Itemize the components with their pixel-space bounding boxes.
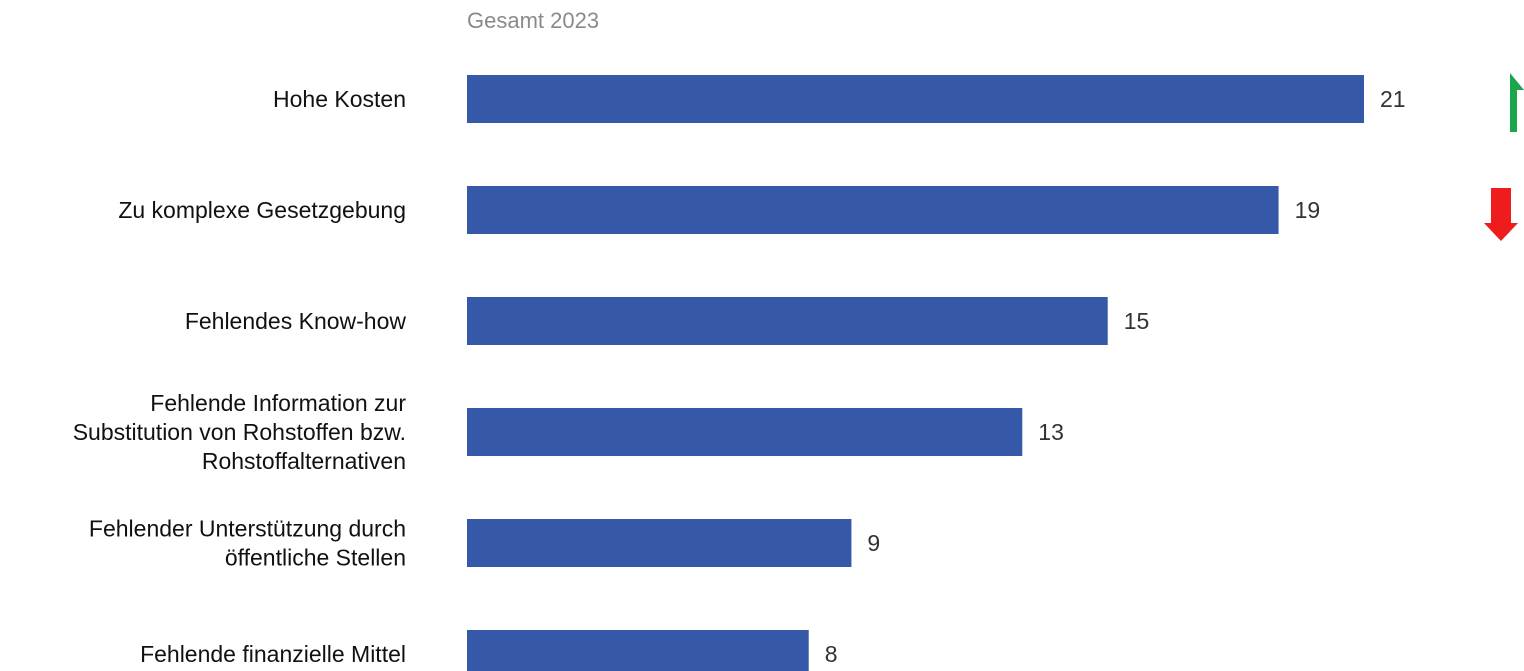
bar — [467, 297, 1108, 345]
bar — [467, 519, 852, 567]
category-labels-group: Hohe Kosten Zu komplexe Gesetzgebung Fehle… — [73, 86, 407, 667]
value-label: 13 — [1038, 419, 1064, 445]
category-label: Zu komplexe Gesetzgebung — [118, 197, 406, 223]
trend-markers-group — [1484, 73, 1524, 241]
value-label: 9 — [867, 530, 880, 556]
arrow-down-icon — [1484, 188, 1518, 241]
category-label: Fehlender Unterstützung durch — [89, 516, 406, 542]
category-label: Hohe Kosten — [273, 86, 406, 112]
bar — [467, 75, 1364, 123]
value-labels-group: 21 19 15 13 9 8 — [825, 86, 1406, 667]
value-label: 21 — [1380, 86, 1406, 112]
category-label: Substitution von Rohstoffen bzw. — [73, 419, 406, 445]
category-label: Fehlendes Know-how — [185, 308, 407, 334]
category-label: Fehlende finanzielle Mittel — [140, 641, 406, 667]
bar — [467, 186, 1279, 234]
category-label: Fehlende Information zur — [150, 390, 406, 416]
bars-group — [467, 75, 1364, 671]
value-label: 8 — [825, 641, 838, 667]
chart-title: Gesamt 2023 — [467, 8, 599, 33]
category-label: Rohstoffalternativen — [202, 448, 406, 474]
bar — [467, 630, 809, 671]
value-label: 19 — [1295, 197, 1321, 223]
arrow-up-icon — [1510, 73, 1524, 132]
category-label: öffentliche Stellen — [225, 545, 406, 571]
value-label: 15 — [1124, 308, 1150, 334]
bar — [467, 408, 1023, 456]
